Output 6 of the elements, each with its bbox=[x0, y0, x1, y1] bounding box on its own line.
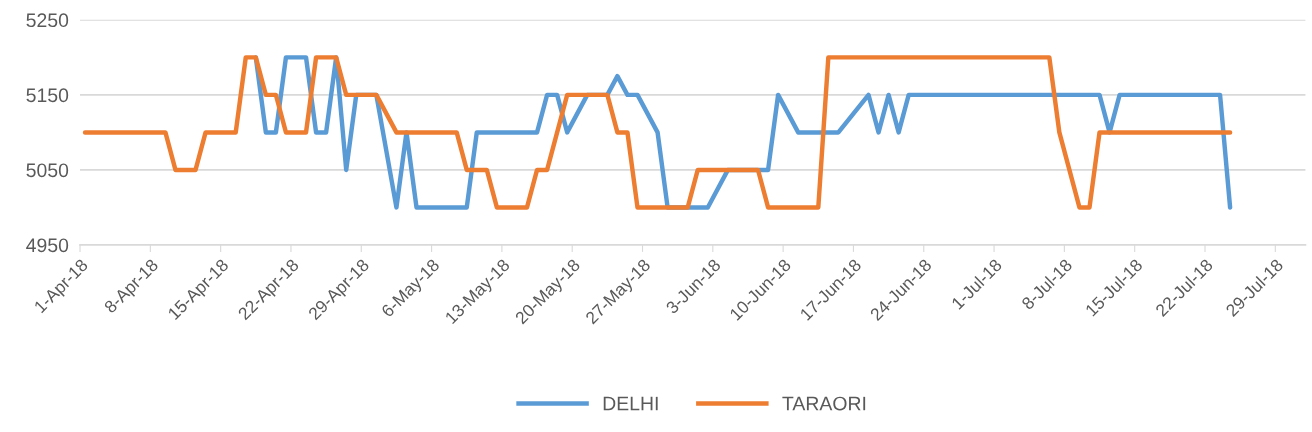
y-tick-label: 4950 bbox=[26, 238, 69, 253]
y-tick-label: 5250 bbox=[26, 13, 69, 28]
y-tick-label: 5050 bbox=[26, 163, 69, 178]
legend-label: DELHI bbox=[603, 396, 658, 411]
legend-label: TARAORI bbox=[782, 396, 866, 411]
y-tick-label: 5150 bbox=[26, 88, 69, 103]
